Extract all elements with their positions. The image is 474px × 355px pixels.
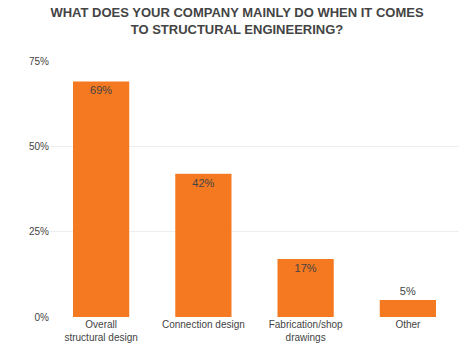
svg-text:17%: 17% bbox=[295, 262, 317, 274]
svg-text:Overallstructural design: Overallstructural design bbox=[64, 319, 137, 343]
svg-text:Fabrication/shopdrawings: Fabrication/shopdrawings bbox=[269, 319, 343, 343]
svg-text:0%: 0% bbox=[35, 312, 50, 323]
svg-text:42%: 42% bbox=[192, 177, 214, 189]
svg-text:69%: 69% bbox=[90, 84, 112, 96]
svg-text:5%: 5% bbox=[400, 285, 416, 297]
svg-text:50%: 50% bbox=[29, 141, 49, 152]
svg-text:25%: 25% bbox=[29, 226, 49, 237]
svg-text:Connection design: Connection design bbox=[162, 319, 245, 330]
svg-text:75%: 75% bbox=[29, 56, 49, 67]
svg-text:WHAT DOES YOUR COMPANY MAINLY: WHAT DOES YOUR COMPANY MAINLY DO WHEN IT… bbox=[50, 5, 424, 37]
svg-text:Other: Other bbox=[395, 319, 421, 330]
